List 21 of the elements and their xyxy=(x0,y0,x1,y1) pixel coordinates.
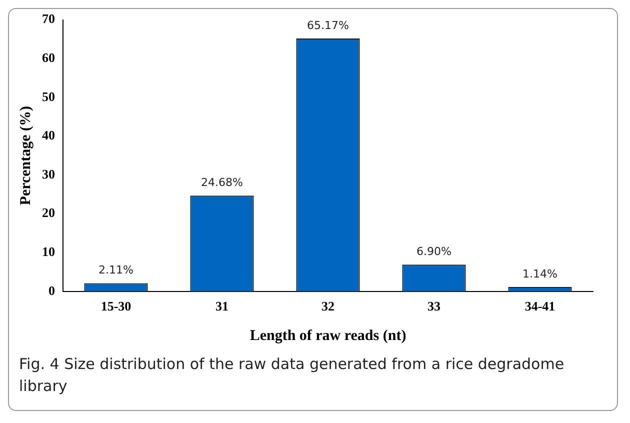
x-tick-label: 33 xyxy=(428,298,441,314)
y-axis-title: Percentage (%) xyxy=(18,106,34,206)
y-tick-label: 70 xyxy=(42,11,55,26)
x-tick-label: 32 xyxy=(322,298,334,314)
y-tick-label: 20 xyxy=(42,205,55,220)
y-tick-label: 0 xyxy=(48,282,55,298)
data-label: 2.11% xyxy=(98,264,134,277)
data-label: 6.90% xyxy=(416,244,452,258)
x-axis-title: Length of raw reads (nt) xyxy=(250,328,406,344)
x-tick-label: 31 xyxy=(216,298,228,314)
y-tick-label: 10 xyxy=(42,244,55,259)
y-tick-label: 30 xyxy=(42,166,55,182)
y-tick-label: 60 xyxy=(42,50,55,65)
x-tick-label: 34-41 xyxy=(524,298,556,314)
caption: Fig. 4 Size distribution of the raw data generated from a rice degradome library xyxy=(18,354,566,397)
data-label: 65.17% xyxy=(307,18,349,32)
y-tick-label: 40 xyxy=(42,128,55,143)
data-label: 1.14% xyxy=(522,267,558,280)
y-tick-label: 50 xyxy=(42,88,55,104)
data-label: 24.68% xyxy=(201,176,243,189)
x-tick-label: 15-30 xyxy=(100,298,132,314)
